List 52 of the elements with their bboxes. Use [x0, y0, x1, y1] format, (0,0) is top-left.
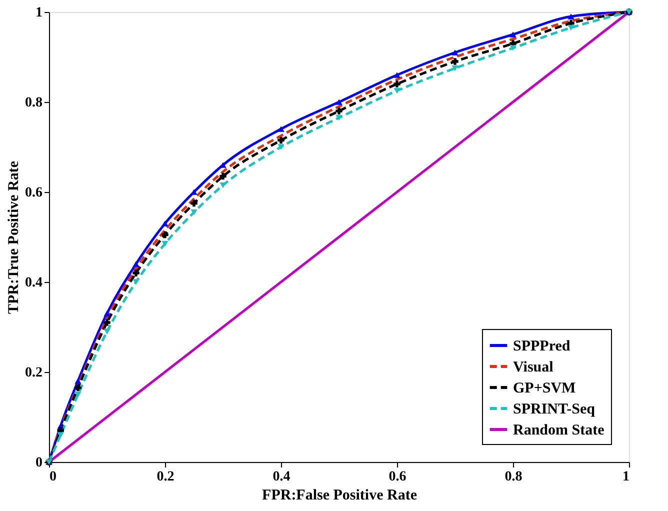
legend-label: GP+SVM	[513, 380, 576, 396]
y-tick-label: 1	[36, 6, 42, 20]
legend-label: Random State	[513, 422, 605, 438]
y-tick-label: 0.2	[25, 366, 42, 380]
x-tick-label: 1	[622, 470, 630, 484]
point	[74, 378, 82, 384]
point	[74, 392, 82, 398]
y-tick-label: 0.8	[25, 96, 42, 110]
point	[452, 50, 458, 56]
point	[452, 65, 458, 72]
point	[57, 432, 64, 438]
point	[132, 270, 140, 276]
point	[132, 261, 140, 267]
point	[394, 72, 400, 78]
point	[190, 200, 198, 207]
y-tick-label: 0.6	[25, 186, 42, 200]
point	[190, 209, 198, 216]
x-tick-label: 0.2	[156, 470, 174, 484]
point	[394, 80, 400, 88]
point	[510, 45, 516, 51]
point	[162, 240, 168, 247]
legend-label: SPRINT-Seq	[513, 402, 596, 418]
x-tick-label: 0.4	[272, 470, 290, 484]
point	[278, 144, 284, 150]
point	[104, 319, 110, 326]
point	[162, 220, 168, 226]
legend-label: SPPPred	[513, 338, 571, 354]
y-tick-label: 0.4	[25, 276, 42, 290]
point	[568, 24, 574, 31]
x-tick-label: 0.6	[388, 470, 406, 484]
point	[74, 384, 82, 392]
x-tick-label: 0.8	[504, 470, 522, 484]
point	[104, 328, 110, 334]
point	[278, 136, 284, 144]
y-axis-title: TPR:True Positive Rate	[6, 160, 22, 314]
point	[336, 114, 342, 121]
point	[278, 126, 284, 132]
point	[336, 108, 342, 114]
point	[162, 231, 168, 238]
x-tick-label: 0	[50, 470, 56, 484]
point	[568, 14, 574, 20]
point	[394, 88, 400, 94]
point	[452, 58, 458, 65]
point	[132, 279, 140, 285]
legend-label: Visual	[513, 360, 554, 376]
x-axis-title: FPR:False Positive Rate	[262, 488, 418, 504]
point	[104, 310, 110, 316]
point	[220, 172, 226, 180]
point	[190, 189, 198, 195]
point	[510, 32, 516, 38]
y-tick-label: 0	[36, 456, 42, 470]
point	[336, 99, 342, 105]
